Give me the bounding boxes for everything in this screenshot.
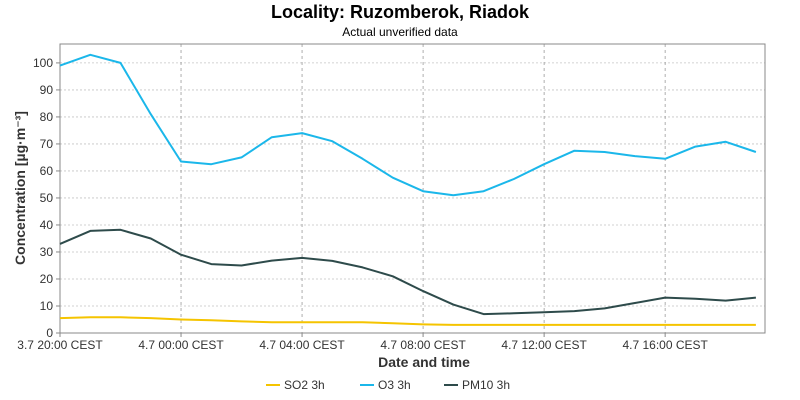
- y-tick-label: 90: [40, 83, 54, 97]
- chart-subtitle: Actual unverified data: [342, 25, 458, 39]
- x-tick-label: 4.7 16:00 CEST: [622, 338, 708, 352]
- legend: SO2 3h O3 3h PM10 3h: [266, 378, 510, 392]
- legend-label-pm10-3h: PM10 3h: [462, 378, 510, 392]
- y-tick-label: 30: [40, 245, 54, 259]
- y-tick-label: 10: [40, 299, 54, 313]
- y-tick-label: 50: [40, 191, 54, 205]
- axes: 0 10 20 30 40 50 60 70 80 90 100 3.7 20:00 CEST 4.7 …: [17, 43, 766, 352]
- legend-label-o3-3h: O3 3h: [378, 378, 411, 392]
- y-tick-label: 60: [40, 164, 54, 178]
- x-axis-title: Date and time: [378, 354, 470, 370]
- x-tick-label: 4.7 04:00 CEST: [259, 338, 345, 352]
- y-tick-label: 20: [40, 272, 54, 286]
- series-line-pm10-3h: [59, 228, 756, 316]
- y-tick-label: 70: [40, 137, 54, 151]
- y-tick-label: 0: [46, 326, 53, 340]
- series-line-o3-3h: [59, 53, 757, 197]
- x-tick-label: 4.7 00:00 CEST: [138, 338, 224, 352]
- plot-border: [59, 43, 766, 334]
- y-tick-label: 80: [40, 110, 54, 124]
- chart-title: Locality: Ruzomberok, Riadok: [271, 2, 530, 22]
- x-tick-label: 3.7 20:00 CEST: [17, 338, 103, 352]
- series-line-so2-3h: [59, 316, 756, 326]
- x-tick-label: 4.7 08:00 CEST: [380, 338, 466, 352]
- grid-lines: [59, 44, 765, 333]
- series-lines: [59, 53, 757, 326]
- y-tick-label: 40: [40, 218, 54, 232]
- plot-area: [60, 44, 765, 333]
- y-axis-title: Concentration [µg·m⁻³]: [12, 111, 28, 265]
- x-tick-label: 4.7 12:00 CEST: [501, 338, 587, 352]
- y-tick-label: 100: [33, 56, 53, 70]
- legend-label-so2-3h: SO2 3h: [284, 378, 325, 392]
